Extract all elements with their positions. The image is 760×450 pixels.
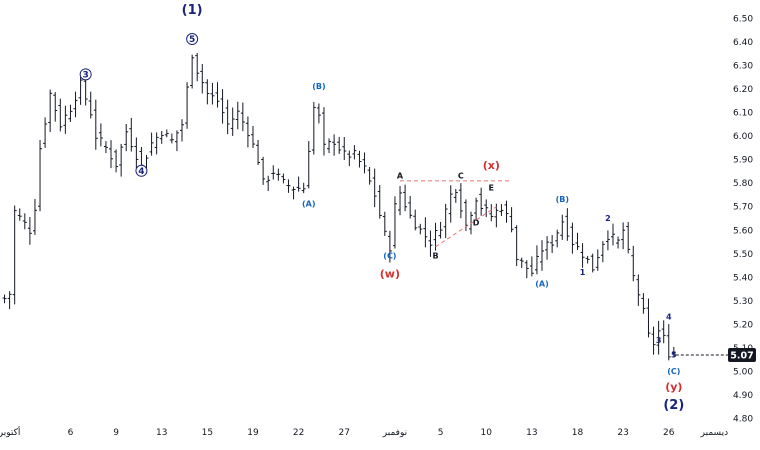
x-tick-label: 18 xyxy=(572,428,584,438)
y-tick-label: 5.30 xyxy=(733,297,753,307)
y-tick-label: 5.40 xyxy=(733,273,753,283)
x-tick-label: 19 xyxy=(247,428,259,438)
wave-label: C xyxy=(458,172,464,181)
y-tick-label: 6.50 xyxy=(733,15,753,25)
y-tick-label: 5.50 xyxy=(733,250,753,260)
y-tick-label: 5.80 xyxy=(733,179,753,189)
wave-label: B xyxy=(432,252,438,261)
wave-label: 5 xyxy=(189,35,195,45)
wave-label: A xyxy=(397,172,404,181)
wave-label: D xyxy=(473,219,480,228)
y-tick-label: 6.40 xyxy=(733,38,753,48)
wave-label: (2) xyxy=(663,398,684,413)
x-tick-label: 22 xyxy=(293,428,304,438)
wave-label: 4 xyxy=(666,313,672,322)
x-tick-label: 5 xyxy=(438,428,444,438)
wave-label: (B) xyxy=(312,82,325,91)
x-tick-label: 6 xyxy=(68,428,74,438)
x-tick-label: 13 xyxy=(156,428,167,438)
wave-label: 2 xyxy=(605,214,611,223)
wave-label-circle xyxy=(186,33,199,46)
x-axis: أكتوبر 6 9 13 15 19 22 27 نوفمبر 5 10 13 18 23 26 ديسمب… xyxy=(0,426,728,438)
x-tick-label: 26 xyxy=(663,428,675,438)
y-tick-label: 5.00 xyxy=(733,367,753,377)
wave-label: E xyxy=(489,183,494,192)
last-price-label: 5.07 xyxy=(730,350,753,361)
wave-label: (1) xyxy=(182,3,203,18)
wave-label: (y) xyxy=(665,380,682,393)
y-tick-label: 4.90 xyxy=(733,391,753,401)
wave-label: 1 xyxy=(580,268,586,277)
last-price-marker: 5.07 xyxy=(675,347,756,362)
y-tick-label: 5.20 xyxy=(733,320,753,330)
wave-label: 3 xyxy=(656,336,662,345)
ohlc-bars xyxy=(2,53,676,361)
wave-label: (A) xyxy=(535,280,549,289)
wave-label: 5 xyxy=(671,350,677,359)
x-tick-label: 23 xyxy=(617,428,628,438)
wave-labels: (1)534(B)(A)(C)(w)ABCDE(x)(A)(B)12345(C)… xyxy=(79,3,684,413)
y-tick-label: 6.10 xyxy=(733,109,753,119)
wave-label: (C) xyxy=(667,367,680,376)
wave-label: 4 xyxy=(138,167,144,177)
y-tick-label: 5.60 xyxy=(733,226,753,236)
y-tick-label: 5.90 xyxy=(733,156,753,166)
y-tick-label: 5.70 xyxy=(733,203,753,213)
x-tick-label: 15 xyxy=(202,428,213,438)
wave-label-circle xyxy=(135,164,148,177)
y-tick-label: 6.00 xyxy=(733,132,753,142)
wave-label: (A) xyxy=(302,200,316,209)
wave-label: (w) xyxy=(380,267,400,280)
wave-label: (B) xyxy=(556,195,569,204)
y-tick-label: 6.30 xyxy=(733,62,753,72)
last-price-badge xyxy=(728,347,756,362)
y-axis: 6.50 6.40 6.30 6.20 6.10 6.00 5.90 5.80 5.70 5.60… xyxy=(733,15,753,425)
x-tick-label: أكتوبر xyxy=(0,426,20,438)
y-tick-label: 6.20 xyxy=(733,85,753,95)
wave-lines xyxy=(400,180,512,248)
x-tick-label: 9 xyxy=(113,428,119,438)
x-tick-label: ديسمبر xyxy=(700,428,728,438)
x-tick-label: 10 xyxy=(480,428,492,438)
wave-trendline xyxy=(435,206,497,248)
wave-label: 3 xyxy=(83,70,89,80)
x-tick-label: 13 xyxy=(526,428,537,438)
x-tick-label: نوفمبر xyxy=(382,428,407,438)
wave-label: (C) xyxy=(383,252,396,261)
wave-label-circle xyxy=(79,68,92,81)
y-tick-label: 4.80 xyxy=(733,415,753,425)
wave-label: (x) xyxy=(483,159,500,172)
x-tick-label: 27 xyxy=(339,428,350,438)
